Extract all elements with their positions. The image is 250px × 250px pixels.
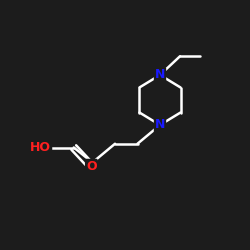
Text: N: N — [155, 68, 165, 82]
Text: HO: HO — [30, 141, 51, 154]
Text: O: O — [86, 160, 97, 173]
Text: N: N — [155, 118, 165, 132]
